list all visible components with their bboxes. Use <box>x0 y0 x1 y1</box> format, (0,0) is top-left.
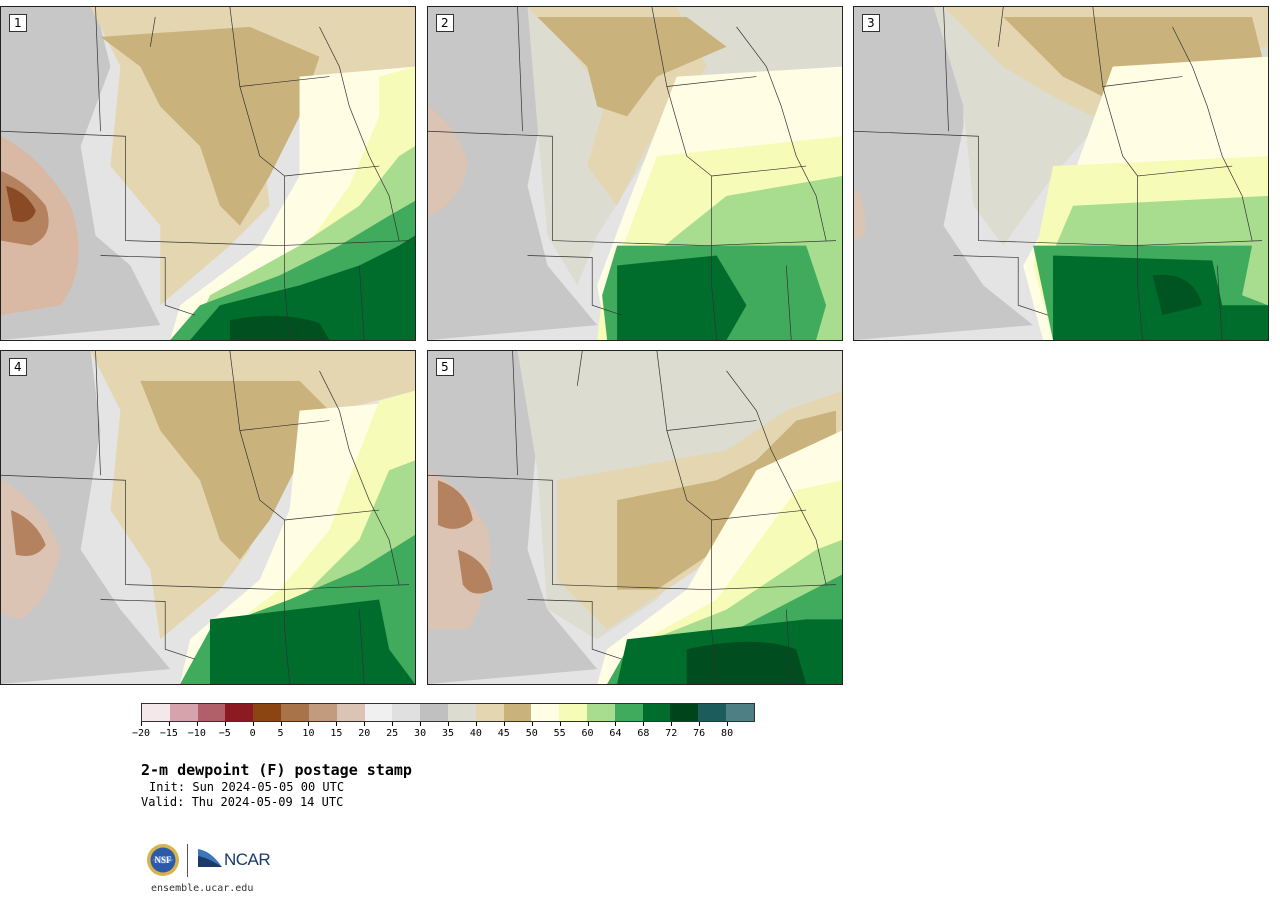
colorbar-tick-label: 60 <box>581 722 594 739</box>
ncar-logo-mark <box>198 849 222 867</box>
chart-title: 2-m dewpoint (F) postage stamp <box>141 761 412 779</box>
colorbar-swatch <box>698 704 727 721</box>
colorbar-tick-label: 80 <box>721 722 734 739</box>
stamp-panel-2[interactable]: 2 <box>427 6 843 341</box>
colorbar-tick-label: 5 <box>277 722 284 739</box>
colorbar-swatch <box>308 704 337 721</box>
colorbar-tick-labels: −20 −15 −10 −5 0 5 10 15 20 25 30 35 40 45 50 55 60 64 68 7… <box>132 722 755 742</box>
colorbar-swatch <box>364 704 393 721</box>
colorbar-swatch <box>253 704 282 721</box>
colorbar-swatch <box>503 704 532 721</box>
colorbar-swatch <box>281 704 309 721</box>
dewpoint-map-4 <box>1 351 415 684</box>
colorbar-swatch <box>726 704 754 721</box>
colorbar-tick-label: 25 <box>386 722 399 739</box>
colorbar-tick-label: 30 <box>414 722 427 739</box>
colorbar-swatch <box>642 704 671 721</box>
colorbar-tick-label: 10 <box>302 722 315 739</box>
dewpoint-map-1 <box>1 7 415 340</box>
colorbar-tick-label: −5 <box>218 722 231 739</box>
valid-time: Valid: Thu 2024-05-09 14 UTC <box>141 795 344 809</box>
colorbar-tick-label: 76 <box>693 722 706 739</box>
colorbar-tick-label: 20 <box>358 722 371 739</box>
colorbar-swatch <box>559 704 587 721</box>
website-url[interactable]: ensemble.ucar.edu <box>151 883 254 894</box>
nsf-logo: NSF <box>147 844 179 876</box>
colorbar-swatch <box>670 704 699 721</box>
stamp-panel-3[interactable]: 3 <box>853 6 1269 341</box>
colorbar-tick-label: 15 <box>330 722 343 739</box>
colorbar-swatch <box>336 704 365 721</box>
init-time: Init: Sun 2024-05-05 00 UTC <box>149 780 345 794</box>
logo-divider <box>187 844 188 877</box>
stamp-panel-1[interactable]: 1 <box>0 6 416 341</box>
stamp-panel-5[interactable]: 5 <box>427 350 843 685</box>
colorbar-tick-label: 72 <box>665 722 678 739</box>
nsf-logo-text: NSF <box>154 855 172 865</box>
colorbar-swatch <box>447 704 476 721</box>
colorbar-swatch <box>475 704 504 721</box>
colorbar-tick-label: 50 <box>525 722 538 739</box>
member-label: 2 <box>436 14 454 32</box>
colorbar-swatch <box>531 704 560 721</box>
colorbar-tick-label: 68 <box>637 722 650 739</box>
dewpoint-map-5 <box>428 351 842 684</box>
colorbar-swatch <box>420 704 448 721</box>
colorbar-tick-label: −10 <box>187 722 206 739</box>
stamp-panel-4[interactable]: 4 <box>0 350 416 685</box>
colorbar-swatch <box>197 704 226 721</box>
colorbar-swatch <box>169 704 198 721</box>
colorbar-tick-label: −15 <box>159 722 178 739</box>
colorbar-tick-label: 64 <box>609 722 622 739</box>
ncar-logo-text: NCAR <box>224 850 271 869</box>
colorbar-tick-label: 35 <box>441 722 455 739</box>
colorbar-tick-label: −20 <box>131 722 151 739</box>
colorbar-tick-label: 0 <box>249 722 256 739</box>
colorbar-swatch <box>614 704 643 721</box>
colorbar-swatch <box>392 704 421 721</box>
colorbar-tick-label: 40 <box>469 722 482 739</box>
dewpoint-map-3 <box>854 7 1268 340</box>
colorbar-tick-label: 55 <box>553 722 566 739</box>
colorbar-swatch <box>587 704 615 721</box>
dewpoint-map-2 <box>428 7 842 340</box>
member-label: 4 <box>9 358 27 376</box>
member-label: 3 <box>862 14 880 32</box>
dewpoint-colorbar <box>141 703 755 722</box>
colorbar-swatch <box>142 704 170 721</box>
member-label: 5 <box>436 358 454 376</box>
member-label: 1 <box>9 14 27 32</box>
colorbar-tick-label: 45 <box>497 722 510 739</box>
colorbar-swatch <box>225 704 254 721</box>
